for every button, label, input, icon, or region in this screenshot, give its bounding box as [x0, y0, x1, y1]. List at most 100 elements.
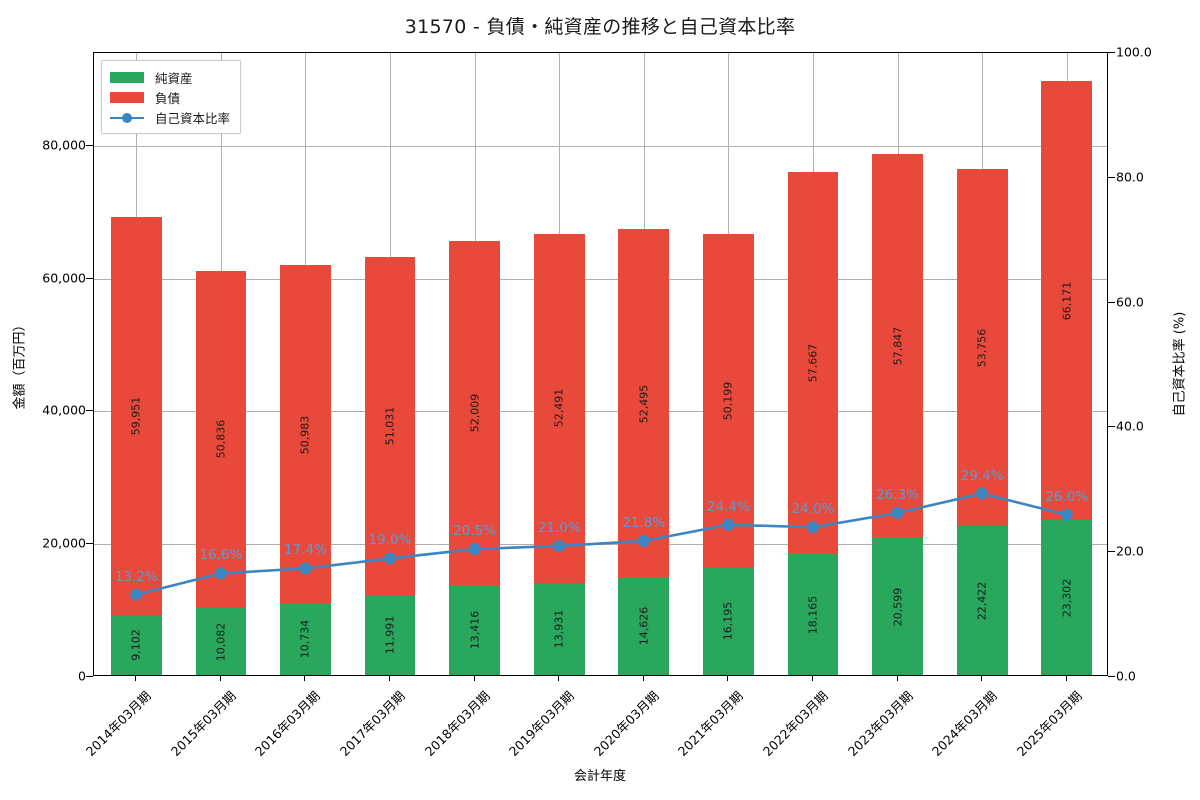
x-axis-tick-label: 2015年03月期 [167, 688, 239, 759]
bar-segment-equity[interactable]: 9,102 [110, 614, 162, 675]
x-axis-tick-mark [135, 676, 137, 681]
legend-swatch-icon [110, 91, 144, 103]
ratio-line-marker[interactable] [468, 543, 481, 556]
gridline-horizontal [94, 411, 1107, 413]
bar-segment-equity[interactable]: 13,931 [533, 582, 585, 675]
legend-item[interactable]: 自己資本比率 [110, 107, 230, 127]
legend-item[interactable]: 負債 [110, 87, 230, 107]
ratio-line-marker[interactable] [130, 588, 143, 601]
x-axis-tick-mark [389, 676, 391, 681]
ratio-line-path [134, 492, 1069, 596]
y-axis-tick-mark-right [1108, 676, 1115, 677]
x-axis-tick-label: 2014年03月期 [83, 688, 155, 759]
bar-segment-equity[interactable]: 18,165 [787, 554, 839, 675]
x-axis-tick-label: 2022年03月期 [759, 688, 831, 759]
bar-stack[interactable]: 10,734 50,983 [280, 265, 331, 675]
x-axis-tick-mark [473, 676, 475, 681]
y-axis-tick-right: 80.0 [1116, 169, 1144, 185]
bar-segment-liability[interactable]: 51,031 [364, 256, 416, 596]
ratio-line-marker[interactable] [214, 567, 227, 580]
x-axis-tick-label: 2021年03月期 [675, 688, 747, 759]
chart-legend: 純資産負債自己資本比率 [101, 60, 242, 134]
y-axis-tick-mark-right [1108, 176, 1115, 178]
bar-segment-equity[interactable]: 10,082 [195, 608, 247, 675]
bar-segment-liability[interactable]: 50,983 [280, 265, 331, 604]
ratio-line-series [130, 487, 1073, 601]
bar-segment-equity[interactable]: 14,626 [618, 577, 670, 675]
bar-segment-equity[interactable]: 10,734 [280, 603, 331, 675]
bar-segment-equity[interactable]: 22,422 [956, 526, 1008, 675]
y-axis-tick-mark-right [1108, 301, 1115, 303]
gridline-horizontal [94, 145, 1107, 147]
bar-stack[interactable]: 23,302 66,171 [1041, 81, 1093, 675]
ratio-line-marker[interactable] [637, 534, 650, 547]
bar-segment-equity[interactable]: 11,991 [364, 595, 416, 675]
bar-segment-liability[interactable]: 66,171 [1041, 81, 1093, 521]
page-title: 31570 - 負債・純資産の推移と自己資本比率 [404, 16, 796, 38]
x-axis-tick-mark [642, 676, 644, 681]
bar-segment-liability[interactable]: 50,199 [703, 234, 754, 568]
bar-segment-liability[interactable]: 59,951 [110, 216, 162, 615]
y-axis-tick-mark-right [1108, 551, 1115, 553]
y-axis-label-right: 自己資本比率 (%) [1172, 311, 1188, 417]
y-axis-tick-left: 20,000 [42, 535, 86, 551]
y-axis-tick-left: 40,000 [42, 402, 86, 418]
bar-stack[interactable]: 9,102 59,951 [110, 216, 162, 675]
bar-stack[interactable]: 20,599 57,847 [872, 154, 923, 675]
bar-stack[interactable]: 13,931 52,491 [533, 234, 585, 675]
x-axis-tick-mark [981, 676, 983, 681]
x-axis-tick-label: 2023年03月期 [844, 688, 916, 759]
ratio-line-marker[interactable] [722, 518, 735, 531]
bar-segment-liability[interactable]: 57,667 [787, 171, 839, 555]
ratio-line-marker[interactable] [891, 506, 904, 519]
gridline-horizontal [94, 278, 1107, 280]
y-axis-tick-mark-right [1108, 426, 1115, 428]
ratio-line-marker[interactable] [1060, 508, 1073, 521]
legend-item-label: 自己資本比率 [155, 110, 231, 126]
bar-stack[interactable]: 16,195 50,199 [703, 234, 754, 675]
x-axis-tick-label: 2016年03月期 [252, 688, 324, 759]
x-axis-label: 会計年度 [573, 769, 626, 784]
legend-line-marker-icon [110, 112, 144, 123]
ratio-line-marker[interactable] [384, 552, 397, 565]
y-axis-tick-mark-left [86, 144, 93, 146]
y-axis-tick-mark-right [1108, 52, 1115, 53]
bar-stack[interactable]: 18,165 57,667 [787, 171, 839, 675]
bar-segment-equity[interactable]: 20,599 [872, 538, 923, 675]
x-axis-tick-mark [896, 676, 898, 681]
y-axis-tick-mark-left [86, 277, 93, 279]
ratio-line-marker[interactable] [976, 487, 989, 500]
bar-stack[interactable]: 10,082 50,836 [195, 270, 247, 675]
legend-swatch-icon [110, 71, 144, 83]
bar-segment-liability[interactable]: 53,756 [956, 169, 1008, 527]
bar-stack[interactable]: 13,416 52,009 [449, 240, 500, 675]
y-axis-tick-mark-left [86, 410, 93, 412]
y-axis-tick-right: 0.0 [1116, 668, 1136, 684]
y-axis-tick-mark-left [86, 676, 93, 677]
bar-segment-liability[interactable]: 57,847 [872, 154, 923, 539]
y-axis-tick-right: 100.0 [1116, 44, 1152, 60]
legend-item-label: 負債 [155, 90, 181, 106]
x-axis-tick-label: 2024年03月期 [928, 688, 1000, 759]
x-axis-tick-mark [727, 676, 729, 681]
bar-segment-liability[interactable]: 50,836 [195, 270, 247, 609]
ratio-line-marker[interactable] [553, 539, 566, 552]
ratio-line-marker[interactable] [806, 521, 819, 534]
x-axis-tick-mark [1065, 676, 1067, 681]
bar-stack[interactable]: 22,422 53,756 [956, 169, 1008, 675]
bar-segment-equity[interactable]: 16,195 [703, 567, 754, 675]
bar-segment-equity[interactable]: 13,416 [449, 585, 500, 675]
bar-stack[interactable]: 14,626 52,495 [618, 229, 670, 675]
x-axis-tick-label: 2020年03月期 [590, 688, 662, 759]
ratio-line-marker[interactable] [299, 562, 312, 575]
x-axis-tick-label: 2025年03月期 [1013, 688, 1085, 759]
bar-stack[interactable]: 11,991 51,031 [364, 256, 416, 675]
bar-segment-equity[interactable]: 23,302 [1041, 520, 1093, 675]
bar-segment-liability[interactable]: 52,009 [449, 240, 500, 586]
y-axis-tick-mark-left [86, 543, 93, 545]
x-axis-tick-mark [558, 676, 560, 681]
bar-segment-liability[interactable]: 52,491 [533, 234, 585, 583]
legend-item[interactable]: 純資産 [110, 67, 230, 87]
bar-segment-liability[interactable]: 52,495 [618, 229, 670, 578]
